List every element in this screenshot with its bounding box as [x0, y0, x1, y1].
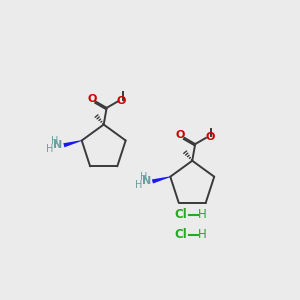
Text: N: N	[142, 176, 151, 187]
Polygon shape	[152, 176, 170, 184]
Text: Cl: Cl	[174, 208, 187, 221]
Text: H: H	[51, 136, 58, 146]
Text: H: H	[198, 208, 207, 221]
Text: Cl: Cl	[174, 228, 187, 241]
Text: O: O	[87, 94, 96, 104]
Text: H: H	[140, 172, 147, 182]
Text: H: H	[46, 144, 54, 154]
Text: O: O	[116, 96, 126, 106]
Text: H: H	[135, 180, 142, 190]
Text: H: H	[198, 228, 207, 241]
Polygon shape	[63, 140, 82, 147]
Text: N: N	[53, 140, 62, 150]
Text: O: O	[176, 130, 185, 140]
Text: O: O	[205, 132, 214, 142]
